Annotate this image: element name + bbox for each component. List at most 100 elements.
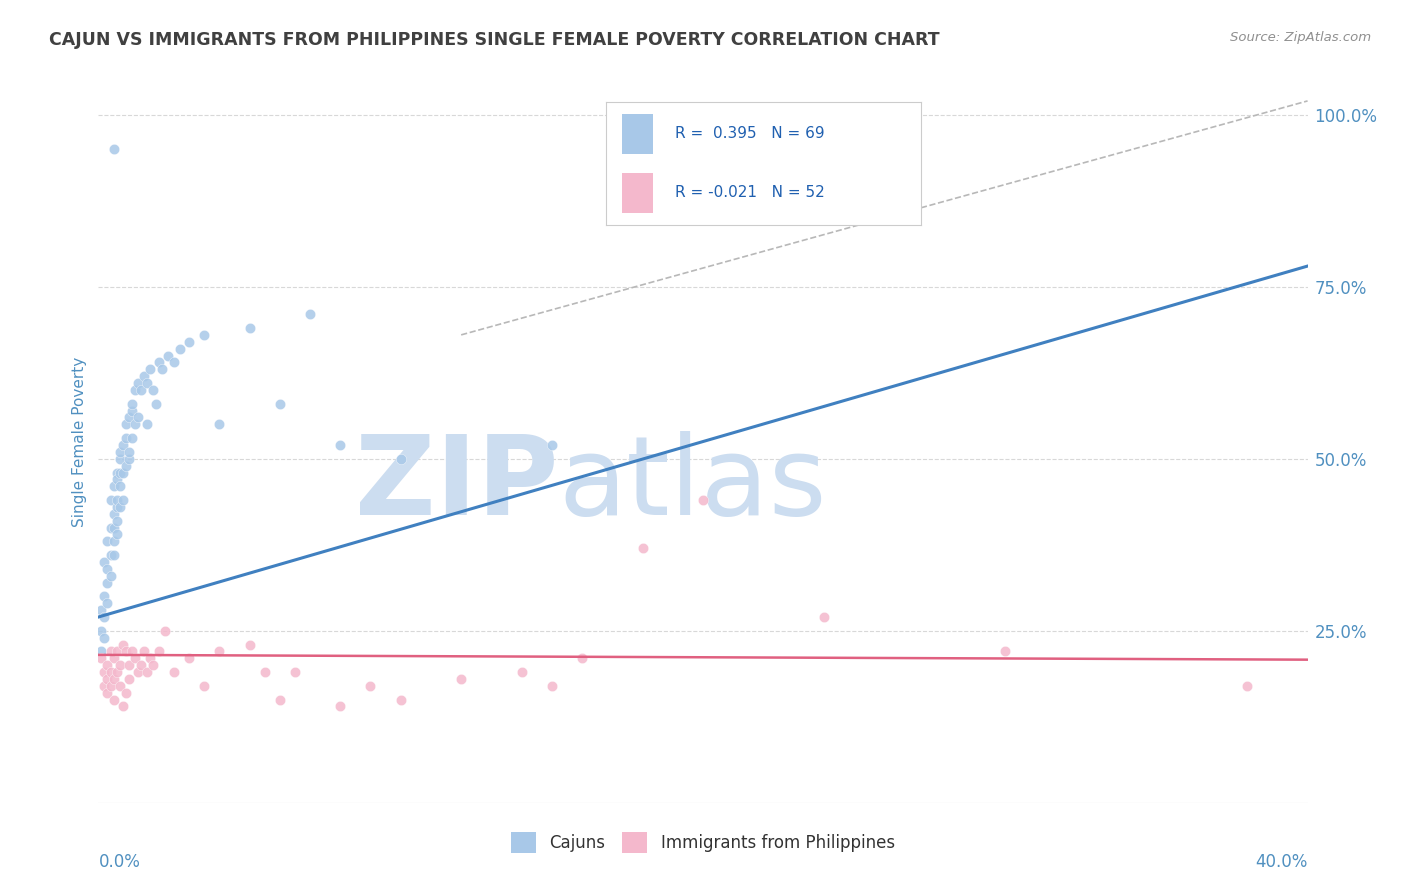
Point: [100, 493, 122, 508]
Point: [90, 603, 112, 617]
Point: [148, 644, 170, 658]
Y-axis label: Single Female Poverty: Single Female Poverty: [72, 357, 87, 526]
Point: [169, 342, 191, 356]
Point: [124, 651, 146, 665]
Point: [142, 658, 165, 673]
Point: [96, 575, 118, 590]
Point: [121, 397, 143, 411]
Point: [108, 679, 131, 693]
Point: [124, 383, 146, 397]
Point: [450, 672, 472, 686]
Point: [108, 479, 131, 493]
Point: [139, 362, 162, 376]
Point: [93, 665, 115, 679]
Point: [269, 692, 291, 706]
Point: [121, 403, 143, 417]
Point: [111, 699, 134, 714]
Point: [93, 590, 115, 604]
Text: 0.0%: 0.0%: [98, 854, 141, 871]
Point: [111, 493, 134, 508]
Point: [118, 658, 141, 673]
Point: [114, 431, 136, 445]
Point: [93, 610, 115, 624]
Point: [156, 349, 179, 363]
Point: [100, 665, 122, 679]
Point: [163, 665, 186, 679]
Point: [121, 644, 143, 658]
Point: [284, 665, 307, 679]
Point: [813, 610, 835, 624]
Point: [510, 665, 533, 679]
Point: [103, 507, 125, 521]
Point: [118, 672, 141, 686]
Point: [139, 651, 162, 665]
Text: Source: ZipAtlas.com: Source: ZipAtlas.com: [1230, 31, 1371, 45]
Point: [124, 417, 146, 432]
Point: [103, 142, 125, 156]
Point: [105, 527, 128, 541]
Point: [105, 493, 128, 508]
Point: [132, 369, 155, 384]
Point: [132, 644, 155, 658]
Point: [540, 679, 562, 693]
Point: [127, 410, 149, 425]
Point: [105, 665, 128, 679]
Point: [96, 672, 118, 686]
Point: [389, 451, 412, 466]
Point: [90, 651, 112, 665]
Point: [103, 534, 125, 549]
Point: [93, 631, 115, 645]
Point: [127, 665, 149, 679]
Text: 40.0%: 40.0%: [1256, 854, 1308, 871]
Point: [239, 638, 262, 652]
Point: [100, 644, 122, 658]
Point: [118, 445, 141, 459]
Point: [692, 493, 714, 508]
Point: [299, 307, 322, 321]
Point: [108, 500, 131, 514]
Point: [150, 362, 173, 376]
Point: [135, 376, 157, 390]
Point: [96, 686, 118, 700]
Point: [111, 466, 134, 480]
Point: [121, 431, 143, 445]
Point: [118, 451, 141, 466]
Point: [103, 548, 125, 562]
Point: [145, 397, 167, 411]
Point: [108, 445, 131, 459]
Point: [96, 534, 118, 549]
Point: [103, 692, 125, 706]
Point: [93, 555, 115, 569]
Point: [329, 438, 352, 452]
Point: [100, 568, 122, 582]
Legend: Cajuns, Immigrants from Philippines: Cajuns, Immigrants from Philippines: [505, 826, 901, 860]
Point: [100, 520, 122, 534]
Point: [105, 472, 128, 486]
Text: ZIP: ZIP: [354, 432, 558, 539]
Point: [100, 548, 122, 562]
Text: CAJUN VS IMMIGRANTS FROM PHILIPPINES SINGLE FEMALE POVERTY CORRELATION CHART: CAJUN VS IMMIGRANTS FROM PHILIPPINES SIN…: [49, 31, 939, 49]
Point: [108, 466, 131, 480]
Point: [96, 596, 118, 610]
Point: [142, 383, 165, 397]
Point: [540, 438, 562, 452]
Point: [103, 672, 125, 686]
Point: [96, 562, 118, 576]
Point: [360, 679, 382, 693]
Point: [114, 417, 136, 432]
Point: [129, 658, 152, 673]
Point: [179, 334, 201, 349]
Point: [208, 417, 231, 432]
Point: [253, 665, 276, 679]
Point: [108, 451, 131, 466]
Point: [90, 644, 112, 658]
Point: [129, 383, 152, 397]
Point: [135, 665, 157, 679]
Point: [239, 321, 262, 335]
Point: [179, 651, 201, 665]
Point: [571, 651, 593, 665]
Point: [100, 679, 122, 693]
Point: [93, 679, 115, 693]
Point: [148, 355, 170, 369]
Point: [994, 644, 1017, 658]
